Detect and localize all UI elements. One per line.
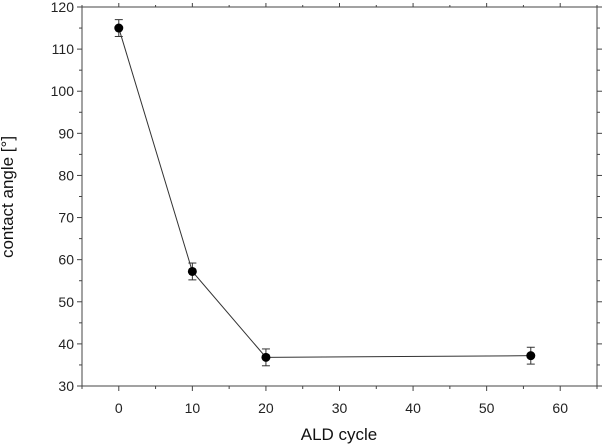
x-tick-label: 20 bbox=[258, 400, 274, 416]
series-line bbox=[118, 27, 531, 358]
y-tick-label: 100 bbox=[51, 83, 75, 99]
plot-frame bbox=[81, 6, 598, 387]
data-point bbox=[187, 266, 197, 276]
y-tick-label: 90 bbox=[58, 125, 74, 141]
y-tick-label: 60 bbox=[58, 252, 74, 268]
x-axis-ticks: 0 10 20 30 40 50 60 bbox=[81, 3, 598, 416]
x-tick-label: 0 bbox=[115, 400, 123, 416]
data-point bbox=[114, 23, 124, 33]
x-tick-label: 10 bbox=[185, 400, 201, 416]
y-tick-label: 70 bbox=[58, 210, 74, 226]
y-tick-label: 120 bbox=[51, 0, 75, 15]
y-tick-label: 40 bbox=[58, 336, 74, 352]
y-axis-title: contact angle [°] bbox=[0, 136, 17, 258]
x-tick-label: 60 bbox=[552, 400, 568, 416]
x-axis-title: ALD cycle bbox=[301, 425, 378, 444]
data-point bbox=[526, 351, 536, 361]
x-tick-label: 40 bbox=[405, 400, 421, 416]
y-tick-label: 110 bbox=[52, 41, 75, 57]
y-axis-ticks: 30 40 50 60 70 80 90 100 110 120 bbox=[51, 0, 602, 394]
data-point bbox=[261, 352, 271, 362]
series-layer bbox=[114, 19, 536, 367]
y-tick-label: 80 bbox=[58, 167, 74, 183]
y-tick-label: 50 bbox=[58, 294, 74, 310]
x-tick-label: 30 bbox=[332, 400, 348, 416]
y-tick-label: 30 bbox=[58, 378, 74, 394]
x-tick-label: 50 bbox=[479, 400, 495, 416]
